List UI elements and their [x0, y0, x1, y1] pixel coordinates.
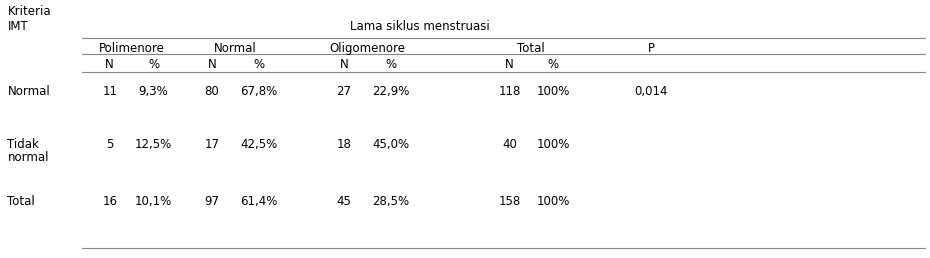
Text: 12,5%: 12,5% [135, 138, 172, 151]
Text: Total: Total [517, 42, 545, 55]
Text: 9,3%: 9,3% [139, 85, 168, 98]
Text: 16: 16 [102, 195, 117, 208]
Text: 10,1%: 10,1% [135, 195, 172, 208]
Text: 0,014: 0,014 [634, 85, 668, 98]
Text: %: % [253, 58, 264, 71]
Text: 28,5%: 28,5% [372, 195, 409, 208]
Text: P: P [647, 42, 655, 55]
Text: 45,0%: 45,0% [372, 138, 409, 151]
Text: 80: 80 [205, 85, 219, 98]
Text: 42,5%: 42,5% [240, 138, 277, 151]
Text: 118: 118 [498, 85, 521, 98]
Text: Total: Total [7, 195, 35, 208]
Text: Polimenore: Polimenore [100, 42, 165, 55]
Text: %: % [385, 58, 396, 71]
Text: Normal: Normal [214, 42, 257, 55]
Text: 11: 11 [102, 85, 117, 98]
Text: 67,8%: 67,8% [240, 85, 277, 98]
Text: 100%: 100% [537, 85, 570, 98]
Text: %: % [148, 58, 159, 71]
Text: 5: 5 [106, 138, 113, 151]
Text: N: N [505, 58, 514, 71]
Text: 158: 158 [498, 195, 521, 208]
Text: N: N [339, 58, 349, 71]
Text: Lama siklus menstruasi: Lama siklus menstruasi [350, 20, 489, 33]
Text: IMT: IMT [7, 20, 28, 33]
Text: 61,4%: 61,4% [240, 195, 277, 208]
Text: Kriteria: Kriteria [7, 5, 51, 18]
Text: 97: 97 [205, 195, 219, 208]
Text: 17: 17 [205, 138, 219, 151]
Text: 100%: 100% [537, 195, 570, 208]
Text: Oligomenore: Oligomenore [329, 42, 405, 55]
Text: N: N [105, 58, 114, 71]
Text: 40: 40 [502, 138, 517, 151]
Text: N: N [207, 58, 217, 71]
Text: 22,9%: 22,9% [372, 85, 409, 98]
Text: %: % [548, 58, 559, 71]
Text: normal: normal [7, 151, 49, 164]
Text: Normal: Normal [7, 85, 50, 98]
Text: 45: 45 [337, 195, 352, 208]
Text: Tidak: Tidak [7, 138, 39, 151]
Text: 18: 18 [337, 138, 352, 151]
Text: 27: 27 [337, 85, 352, 98]
Text: 100%: 100% [537, 138, 570, 151]
